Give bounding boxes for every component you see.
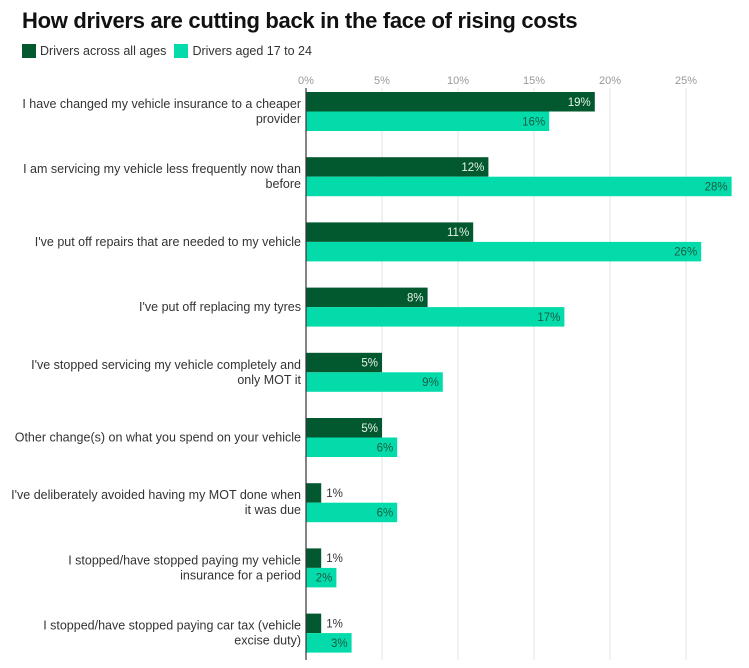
data-label: 28%	[705, 181, 728, 193]
legend-swatch-all-ages	[22, 44, 36, 58]
bar-all-ages	[306, 548, 322, 568]
data-label: 5%	[361, 358, 378, 370]
category-label: before	[266, 177, 301, 191]
data-label: 1%	[326, 618, 343, 630]
bar-all-ages	[306, 287, 428, 308]
category-label: excise duty)	[234, 634, 301, 648]
bar-17-24	[306, 307, 565, 327]
bar-17-24	[306, 437, 398, 457]
data-label: 1%	[326, 488, 343, 500]
x-tick-label: 15%	[523, 75, 545, 87]
category-label: Other change(s) on what you spend on you…	[15, 431, 301, 445]
category-label: I am servicing my vehicle less frequentl…	[23, 162, 301, 176]
legend-item-all-ages: Drivers across all ages	[22, 44, 166, 58]
category-label: only MOT it	[237, 373, 301, 387]
bar-all-ages	[306, 222, 474, 242]
bar-all-ages	[306, 418, 382, 438]
data-label: 26%	[674, 247, 697, 259]
legend: Drivers across all ages Drivers aged 17 …	[22, 44, 320, 58]
x-tick-label: 25%	[675, 75, 697, 87]
data-label: 6%	[377, 507, 394, 519]
bar-17-24	[306, 241, 702, 262]
data-label: 5%	[361, 423, 378, 435]
data-label: 16%	[522, 116, 545, 128]
legend-swatch-17-24	[174, 44, 189, 58]
bar-all-ages	[306, 157, 489, 177]
category-label: provider	[256, 112, 301, 126]
x-tick-label: 10%	[447, 75, 469, 87]
category-label: I have changed my vehicle insurance to a…	[22, 97, 301, 111]
chart-title: How drivers are cutting back in the face…	[22, 8, 578, 33]
bar-all-ages	[306, 483, 322, 503]
category-label: I've deliberately avoided having my MOT …	[11, 488, 301, 502]
category-label: I've stopped servicing my vehicle comple…	[31, 358, 301, 372]
category-label: I've put off repairs that are needed to …	[35, 235, 301, 249]
data-label: 19%	[568, 97, 591, 109]
data-label: 3%	[331, 638, 348, 650]
legend-item-17-24: Drivers aged 17 to 24	[174, 44, 312, 58]
legend-label-17-24: Drivers aged 17 to 24	[192, 44, 312, 58]
category-label: I stopped/have stopped paying my vehicle	[68, 553, 301, 567]
category-label: it was due	[245, 503, 301, 517]
bar-all-ages	[306, 352, 382, 373]
bar-17-24	[306, 372, 443, 392]
data-label: 8%	[407, 292, 424, 304]
bar-17-24	[306, 176, 732, 197]
x-tick-label: 0%	[298, 75, 314, 87]
legend-label-all-ages: Drivers across all ages	[40, 44, 167, 58]
data-label: 12%	[461, 162, 484, 174]
category-label: I've put off replacing my tyres	[139, 300, 301, 314]
bar-17-24	[306, 502, 398, 523]
data-label: 11%	[447, 227, 469, 239]
bar-17-24	[306, 111, 550, 131]
data-label: 2%	[316, 573, 333, 585]
category-label: I stopped/have stopped paying car tax (v…	[43, 619, 301, 633]
data-label: 9%	[422, 377, 439, 389]
data-label: 6%	[377, 442, 394, 454]
data-label: 1%	[326, 553, 343, 565]
bar-all-ages	[306, 613, 322, 634]
data-label: 17%	[537, 312, 560, 324]
bar-17-24	[306, 633, 352, 653]
category-label: insurance for a period	[180, 568, 301, 582]
bar-17-24	[306, 567, 337, 588]
x-tick-label: 5%	[374, 75, 390, 87]
bar-all-ages	[306, 92, 595, 112]
x-tick-label: 20%	[599, 75, 621, 87]
